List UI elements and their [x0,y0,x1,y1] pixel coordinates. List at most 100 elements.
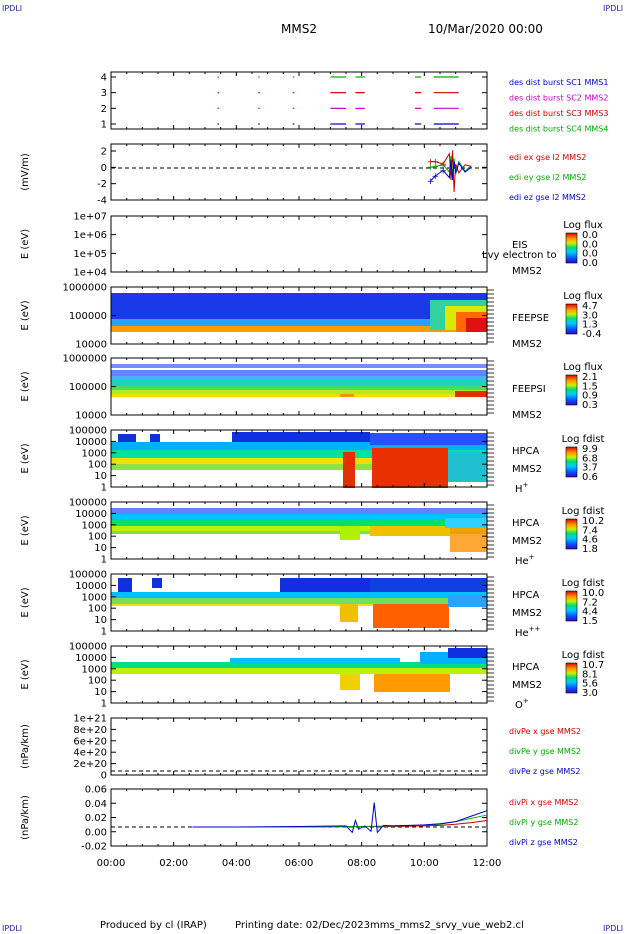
species-charge-hpca_he: + [529,553,535,561]
y-tick-label-burst: 1 [101,120,107,131]
legend-divpi-0: divPi x gse MMS2 [509,798,578,807]
y-tick-label-divpe: 1e+21 [73,714,107,725]
colorbar-title-eis: Log flux [563,220,603,231]
corner-label-top-left: IPDLI [2,4,23,13]
legend-burst-3: des dist burst SC4 MMS4 [509,125,608,134]
colorbar-title-feepsi: Log flux [563,362,603,373]
series-marker-edi-1-1: + [432,162,440,172]
y-axis-label-edi: (mV/m) [20,153,31,191]
y-tick-label-hpca_h: 10000 [75,437,107,448]
y-tick-label-eis: 1e+05 [73,249,107,260]
y-tick-label-hpca_he: 10 [94,543,107,554]
side-label-feepsi-0: FEEPSI [512,384,546,395]
y-tick-label-burst: 2 [101,104,107,115]
y-tick-label-edi: 0 [101,163,107,174]
y-tick-label-feepsi: 10000 [75,411,107,422]
x-tick-label-3: 06:00 [285,858,314,869]
y-tick-label-hpca_h: 100 [88,460,107,471]
legend-burst-1: des dist burst SC2 MMS2 [509,94,608,103]
footer-printing-date: Printing date: 02/Dec/2023 [235,920,371,931]
y-tick-label-feepse: 10000 [75,340,107,351]
species-charge-hpca_hepp: ++ [529,625,541,633]
colorbar-label-hpca_hepp-0: 10.0 [582,588,604,599]
colorbar-hpca_o [565,662,578,694]
legend-divpe-1: divPe y gse MMS2 [509,747,581,756]
colorbar-hpca_he [565,518,578,550]
y-axis-label-hpca_he: E (eV) [20,515,31,545]
colorbar-label-hpca_h-3: 0.6 [582,472,598,483]
colorbar-label-feepsi-3: 0.3 [582,400,598,411]
y-tick-label-hpca_hepp: 10 [94,615,107,626]
y-tick-label-hpca_hepp: 1000 [82,592,107,603]
colorbar-label-hpca_h-1: 6.8 [582,453,598,464]
colorbar-hpca_h [565,446,578,478]
y-tick-label-edi: -2 [97,179,107,190]
colorbar-label-feepsi-2: 0.9 [582,391,598,402]
colorbar-eis [565,232,578,264]
y-tick-label-hpca_h: 100000 [69,426,107,437]
hpca-he-spectrogram-image [111,508,487,552]
y-tick-label-divpi: 0.04 [85,799,107,810]
y-tick-label-hpca_he: 100 [88,532,107,543]
colorbar-label-feepse-2: 1.3 [582,320,598,331]
y-axis-label-hpca_hepp: E (eV) [20,587,31,617]
y-tick-label-hpca_o: 1 [101,699,107,710]
colorbar-label-hpca_he-1: 7.4 [582,525,598,536]
colorbar-label-hpca_o-3: 3.0 [582,688,598,699]
y-axis-label-feepse: E (eV) [20,300,31,330]
panel-frame-eis [110,215,488,273]
y-tick-label-burst: 3 [101,88,107,99]
colorbar-label-hpca_o-1: 8.1 [582,669,598,680]
y-tick-label-hpca_o: 10000 [75,653,107,664]
species-charge-hpca_h: + [523,481,529,489]
colorbar-label-feepsi-1: 1.5 [582,381,598,392]
side-label-eis-1: Lvy electron to [482,250,557,261]
y-tick-label-divpi: 0.06 [85,785,107,796]
legend-edi-1: edi ey gse l2 MMS2 [509,173,587,182]
side-label-feepse-0: FEEPSE [512,313,549,324]
colorbar-title-hpca_h: Log fdist [562,434,605,445]
species-label-hpca_he: He+ [515,553,535,567]
species-name-hpca_o: O [515,700,523,711]
y-tick-label-hpca_hepp: 100000 [69,570,107,581]
y-tick-label-eis: 1e+06 [73,230,107,241]
y-tick-label-divpe: 4e+20 [73,748,107,759]
y-tick-label-hpca_h: 1 [101,483,107,494]
side-label-hpca_he-1: MMS2 [512,536,542,547]
colorbar-label-hpca_he-0: 10.2 [582,516,604,527]
panel-frame-burst [110,71,488,130]
colorbar-label-eis-3: 0.0 [582,258,598,269]
y-tick-label-burst: 4 [101,73,107,84]
side-label-eis-0: EIS [512,240,528,251]
date-title: 10/Mar/2020 00:00 [428,22,543,36]
y-tick-label-feepse: 1000000 [62,283,107,294]
legend-divpi-2: divPi z gse MMS2 [509,838,578,847]
y-tick-label-hpca_o: 1000 [82,664,107,675]
legend-divpe-2: divPe z gse MMS2 [509,767,580,776]
colorbar-label-hpca_hepp-3: 1.5 [582,616,598,627]
species-label-hpca_o: O+ [515,697,529,711]
colorbar-label-eis-1: 0.0 [582,239,598,250]
legend-divpe-0: divPe x gse MMS2 [509,727,581,736]
feepse-spectrogram-image [111,293,487,332]
y-axis-label-eis: E (eV) [20,229,31,259]
side-label-feepsi-1: MMS2 [512,410,542,421]
corner-label-bottom-right: IPDLI [603,924,624,933]
series-line-edi-0 [430,150,472,193]
y-tick-label-hpca_o: 100000 [69,642,107,653]
legend-burst-2: des dist burst SC3 MMS3 [509,109,608,118]
legend-divpi-1: divPi y gse MMS2 [509,818,578,827]
y-tick-label-divpe: 2e+20 [73,759,107,770]
y-tick-label-divpe: 8e+20 [73,725,107,736]
y-axis-label-hpca_o: E (eV) [20,659,31,689]
y-tick-label-feepsi: 100000 [69,382,107,393]
side-label-hpca_he-0: HPCA [512,518,540,529]
x-tick-label-1: 02:00 [159,858,188,869]
spacecraft-title: MMS2 [281,22,317,36]
series-marker-edi-1-2: + [439,161,447,171]
y-tick-label-edi: -4 [97,196,107,207]
y-tick-label-hpca_he: 1 [101,555,107,566]
colorbar-label-feepsi-0: 2.1 [582,372,598,383]
y-tick-label-hpca_hepp: 100 [88,604,107,615]
